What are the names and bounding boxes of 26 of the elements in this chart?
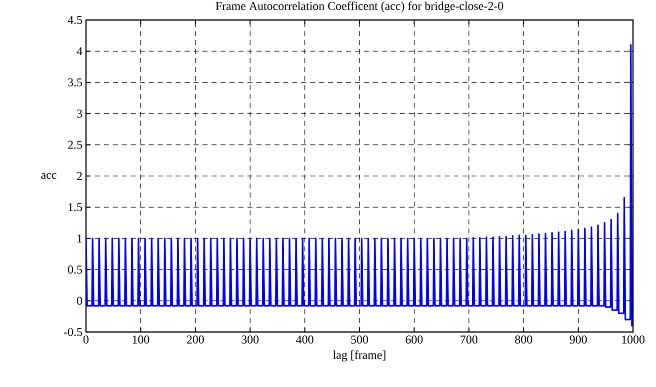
y-tick-label: 3	[77, 110, 82, 118]
x-axis-title: lag [frame]	[333, 350, 386, 362]
y-tick-label: 2	[77, 172, 82, 180]
x-tick-label: 500	[351, 336, 368, 344]
y-tick-label: 2.5	[68, 140, 82, 149]
x-tick-label: 400	[296, 336, 314, 344]
y-tick-label: 0.5	[68, 266, 82, 274]
y-tick-label: -0.5	[64, 328, 82, 336]
x-tick-label: 100	[132, 336, 150, 344]
y-tick-label: 4	[76, 47, 82, 56]
y-axis-title: acc	[41, 173, 56, 179]
x-tick-label: 200	[186, 336, 204, 344]
y-tick-label: 3.5	[68, 78, 82, 86]
y-tick-label: 4.5	[68, 16, 82, 24]
x-tick-label: 600	[406, 336, 423, 344]
y-tick-label: 1	[78, 234, 82, 242]
x-tick-label: 800	[515, 336, 532, 344]
x-tick-label: 0	[83, 336, 89, 344]
y-tick-label: 0	[76, 296, 82, 305]
x-tick-label: 300	[242, 336, 259, 344]
chart-title: Frame Autocorrelation Coefficent (acc) for bridge-close-2-0	[216, 2, 504, 13]
line-series	[86, 44, 634, 327]
x-tick-label: 700	[460, 336, 478, 344]
x-tick-label: 900	[570, 336, 587, 344]
y-tick-label: 1.5	[68, 203, 82, 212]
x-tick-label: 1000	[622, 336, 644, 344]
